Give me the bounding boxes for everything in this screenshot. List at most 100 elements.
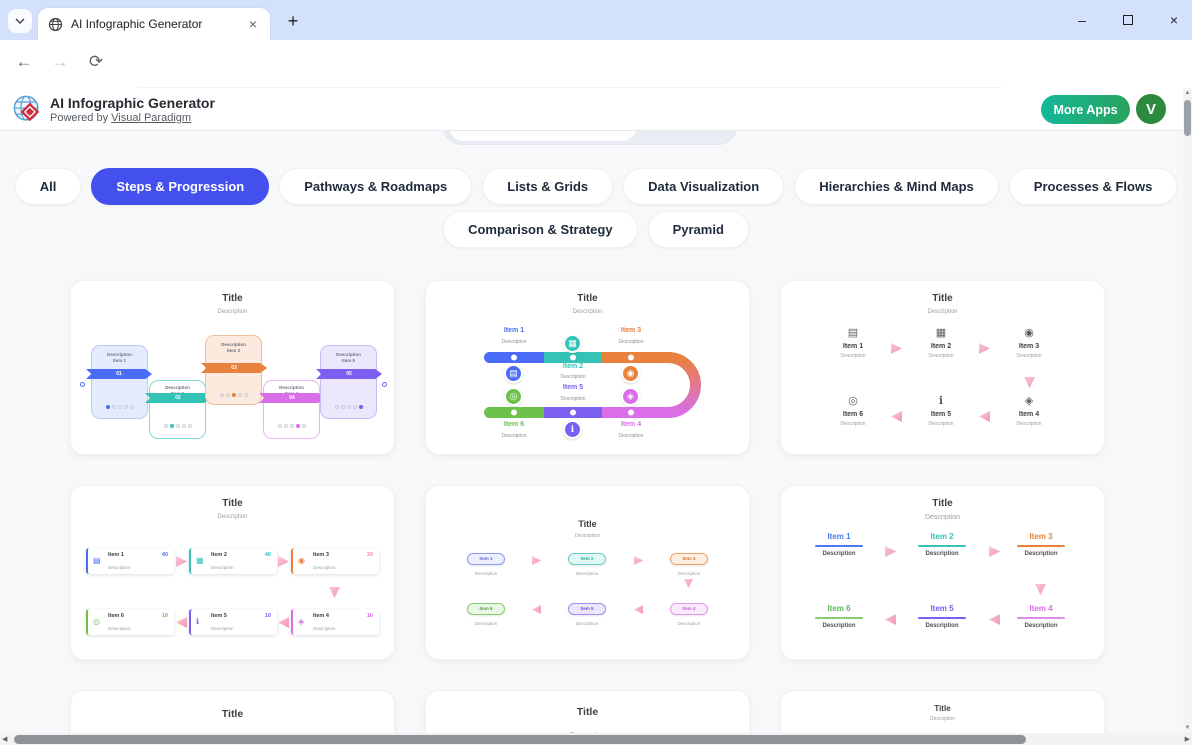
item-desc: Description <box>575 571 599 576</box>
flow-arrow-right-icon <box>891 343 902 354</box>
flow-arrow-left-icon <box>634 605 643 614</box>
connector-dot <box>80 382 85 387</box>
step-dots <box>149 424 206 428</box>
filter-chip-pyramid[interactable]: Pyramid <box>647 211 749 248</box>
horizontal-scrollbar-thumb[interactable] <box>14 734 1026 744</box>
filter-chip-comparison-strategy[interactable]: Comparison & Strategy <box>443 211 638 248</box>
template-grid: Title Description Description Item 1 01 … <box>70 280 1105 745</box>
flow-item: Item 5 Description <box>907 604 977 629</box>
flow-arrow-left-icon <box>989 614 1000 625</box>
more-apps-button[interactable]: More Apps <box>1041 95 1130 124</box>
item-underline <box>815 617 863 619</box>
item-desc: Description <box>1016 353 1042 359</box>
item-desc: Description <box>618 433 644 439</box>
reload-button[interactable]: ⟳ <box>88 52 104 71</box>
step-panel: Description Item 1 <box>91 345 148 419</box>
scroll-down-arrow-icon[interactable]: ▼ <box>1184 725 1191 731</box>
step-panel: Description Item 2 <box>149 380 206 439</box>
window-controls: – × <box>1074 0 1182 40</box>
template-card-pill-flow[interactable]: Title Description Item 1 Description Ite… <box>425 485 750 660</box>
flow-arrow-down-icon <box>1035 584 1046 595</box>
item-label: Item 6 <box>108 613 124 619</box>
scroll-right-arrow-icon[interactable]: ▶ <box>1184 736 1190 743</box>
horizontal-scrollbar[interactable]: ◀ ▶ <box>0 733 1192 745</box>
flow-item: Item 2 Description <box>907 532 977 557</box>
item-desc: Description <box>474 571 498 576</box>
filter-chip-pathways-roadmaps[interactable]: Pathways & Roadmaps <box>279 168 473 205</box>
flow-item: Item 3 Description <box>1006 532 1076 557</box>
item-label: Item 5 <box>211 613 227 619</box>
item-label: Item 4 <box>313 613 329 619</box>
tab-search-button[interactable] <box>8 9 32 33</box>
step-banner: 03 <box>201 363 267 373</box>
flow-item: Item 6 Description <box>804 604 874 629</box>
item-icon: ℹ <box>938 395 944 407</box>
filter-row-2: Comparison & Strategy Pyramid <box>0 211 1192 248</box>
item-icon: ◈ <box>1024 395 1034 407</box>
visual-paradigm-link[interactable]: Visual Paradigm <box>111 112 192 124</box>
filter-chip-hierarchies-mind-maps[interactable]: Hierarchies & Mind Maps <box>794 168 999 205</box>
tab-close-icon[interactable]: × <box>248 16 257 32</box>
tab-title: AI Infographic Generator <box>71 17 203 31</box>
item-icon: ℹ <box>563 420 582 439</box>
flow-arrow-down-icon <box>684 579 693 588</box>
segmented-active[interactable] <box>449 131 637 141</box>
filter-row-1: All Steps & Progression Pathways & Roadm… <box>0 168 1192 205</box>
filter-chip-steps-progression[interactable]: Steps & Progression <box>91 168 270 205</box>
preview-title: Title <box>576 706 599 718</box>
item-icon: ◎ <box>504 387 523 406</box>
item-underline <box>1017 617 1065 619</box>
scroll-up-arrow-icon[interactable]: ▲ <box>1184 90 1191 96</box>
template-card-list-cards-flow[interactable]: Title Description ▤ Item 1 40 Descriptio… <box>70 485 395 660</box>
item-desc: Description <box>1016 421 1042 427</box>
scroll-left-arrow-icon[interactable]: ◀ <box>2 736 8 743</box>
template-card-alternating-steps[interactable]: Title Description Description Item 1 01 … <box>70 280 395 455</box>
user-avatar[interactable]: V <box>1136 94 1166 124</box>
step-dots <box>205 393 262 397</box>
connector-dot <box>382 382 387 387</box>
item-desc: Description <box>925 623 959 629</box>
filter-chip-processes-flows[interactable]: Processes & Flows <box>1008 168 1178 205</box>
maximize-icon <box>1123 15 1133 25</box>
template-card-underline-flow[interactable]: Title Description Item 1 Description Ite… <box>780 485 1105 660</box>
item-icon: ▦ <box>563 334 582 353</box>
browser-toolbar: ← → ⟳ ai-toolbox.visual-paradigm.com/app… <box>0 40 1192 121</box>
item-underline <box>815 545 863 547</box>
item-icon: ℹ <box>196 617 200 626</box>
flow-item: Item 5 Description <box>557 597 617 626</box>
item-desc: Description <box>1024 551 1058 557</box>
roadmap-track <box>484 352 701 418</box>
browser-tab[interactable]: AI Infographic Generator × <box>38 8 270 40</box>
filter-chip-all[interactable]: All <box>14 168 82 205</box>
item-desc: Description <box>211 565 234 570</box>
preview-subtitle: Description <box>572 309 603 315</box>
step-dots <box>91 405 148 409</box>
item-pill: Item 4 <box>670 602 708 615</box>
flow-arrow-right-icon <box>532 556 541 565</box>
window-close-button[interactable]: × <box>1169 12 1179 28</box>
item-icon: ◎ <box>848 395 858 407</box>
item-desc: Description <box>928 421 954 427</box>
step-banner: 02 <box>145 393 211 403</box>
step-banner: 04 <box>259 393 325 403</box>
window-minimize-button[interactable]: – <box>1078 12 1086 28</box>
preview-title: Title <box>578 519 597 529</box>
powered-by: Powered by Visual Paradigm <box>50 112 191 124</box>
vertical-scrollbar-thumb[interactable] <box>1184 100 1191 136</box>
template-card-icon-grid-flow[interactable]: Title Description ▤ Item 1 Description ▦… <box>780 280 1105 455</box>
preview-title: Title <box>222 293 243 304</box>
item-underline <box>1017 545 1065 547</box>
filter-chip-lists-grids[interactable]: Lists & Grids <box>482 168 614 205</box>
vertical-scrollbar[interactable]: ▲ ▼ <box>1183 88 1192 733</box>
new-tab-button[interactable]: + <box>280 8 306 34</box>
mode-segmented-control[interactable] <box>443 131 737 145</box>
item-icon: ◉ <box>1024 327 1034 339</box>
back-button[interactable]: ← <box>15 52 33 71</box>
window-maximize-button[interactable] <box>1120 12 1136 28</box>
item-desc: Description <box>840 353 866 359</box>
template-card-uturn-roadmap[interactable]: Title Description Item 1 Descripti <box>425 280 750 455</box>
item-label: Item 3 <box>1018 343 1040 350</box>
item-icon: ◎ <box>93 617 100 626</box>
forward-button[interactable]: → <box>51 52 69 71</box>
filter-chip-data-visualization[interactable]: Data Visualization <box>623 168 785 205</box>
